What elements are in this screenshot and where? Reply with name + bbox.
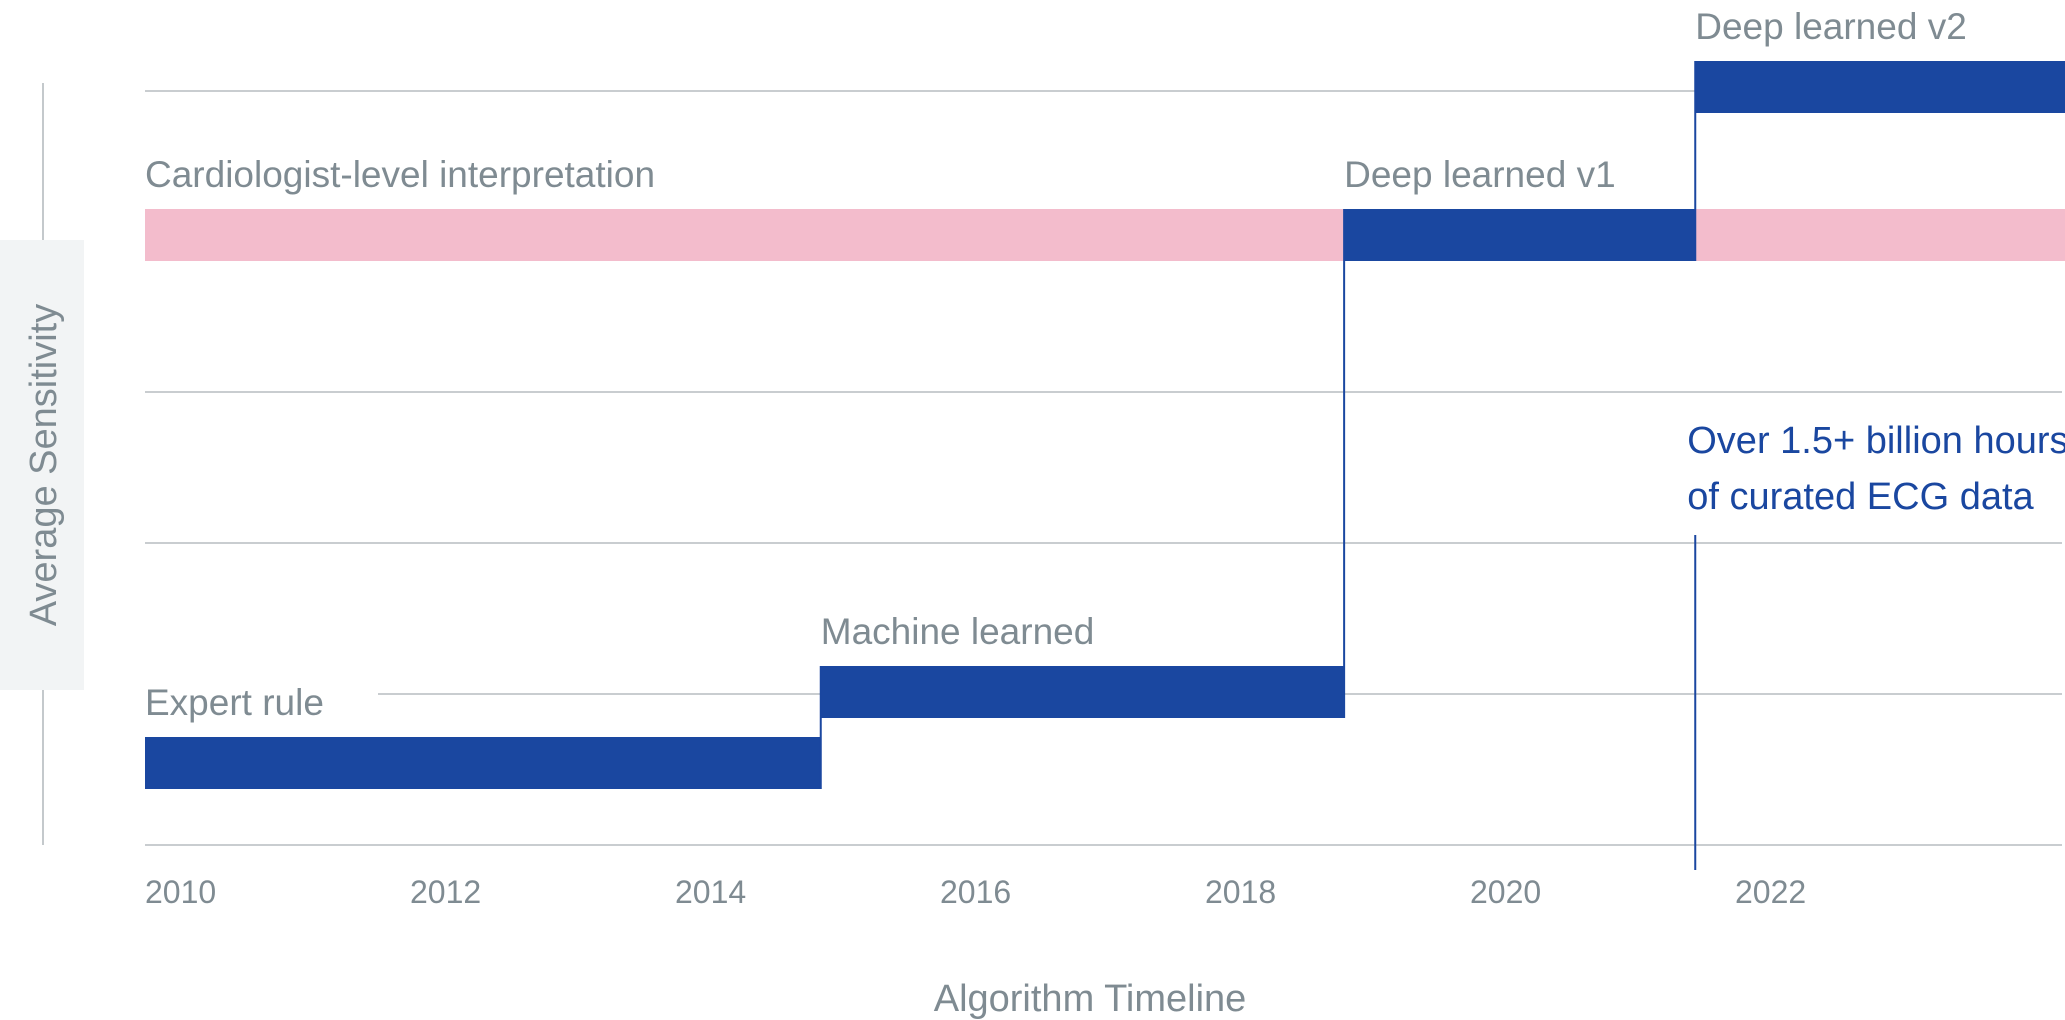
steps-layer	[145, 61, 2065, 789]
x-tick-label: 2012	[410, 874, 481, 910]
step-label: Deep learned v1	[1344, 154, 1616, 195]
step-bar	[820, 666, 1345, 718]
x-tick-label: 2020	[1470, 874, 1541, 910]
x-tick-label: 2022	[1735, 874, 1806, 910]
grid-lines	[145, 90, 2062, 846]
annotation-text: of curated ECG data	[1687, 476, 2034, 518]
y-axis-title: Average Sensitivity	[23, 304, 65, 626]
x-tick-label: 2010	[145, 874, 216, 910]
step-bar	[1344, 209, 1696, 261]
step-label: Machine learned	[821, 611, 1095, 652]
annotation-layer: Over 1.5+ billion hours of curated ECG da…	[1687, 420, 2065, 870]
annotation-text: Over 1.5+ billion hours	[1687, 420, 2065, 462]
step-labels-layer: Expert rule Machine learned Deep learned v…	[145, 6, 1967, 723]
step-bar	[1695, 61, 2065, 113]
x-axis-title: Algorithm Timeline	[934, 978, 1247, 1020]
reference-band	[145, 209, 2065, 261]
x-tick-label: 2016	[940, 874, 1011, 910]
x-tick-label: 2014	[675, 874, 746, 910]
step-bar	[145, 737, 821, 789]
reference-band-layer	[145, 209, 2065, 261]
x-tick-labels: 2010 2012 2014 2016 2018 2020 2022	[145, 874, 1806, 910]
reference-band-label: Cardiologist-level interpretation	[145, 154, 655, 195]
step-label: Deep learned v2	[1695, 6, 1967, 47]
x-tick-label: 2018	[1205, 874, 1276, 910]
step-label: Expert rule	[145, 682, 324, 723]
y-axis-title-background	[0, 240, 84, 690]
